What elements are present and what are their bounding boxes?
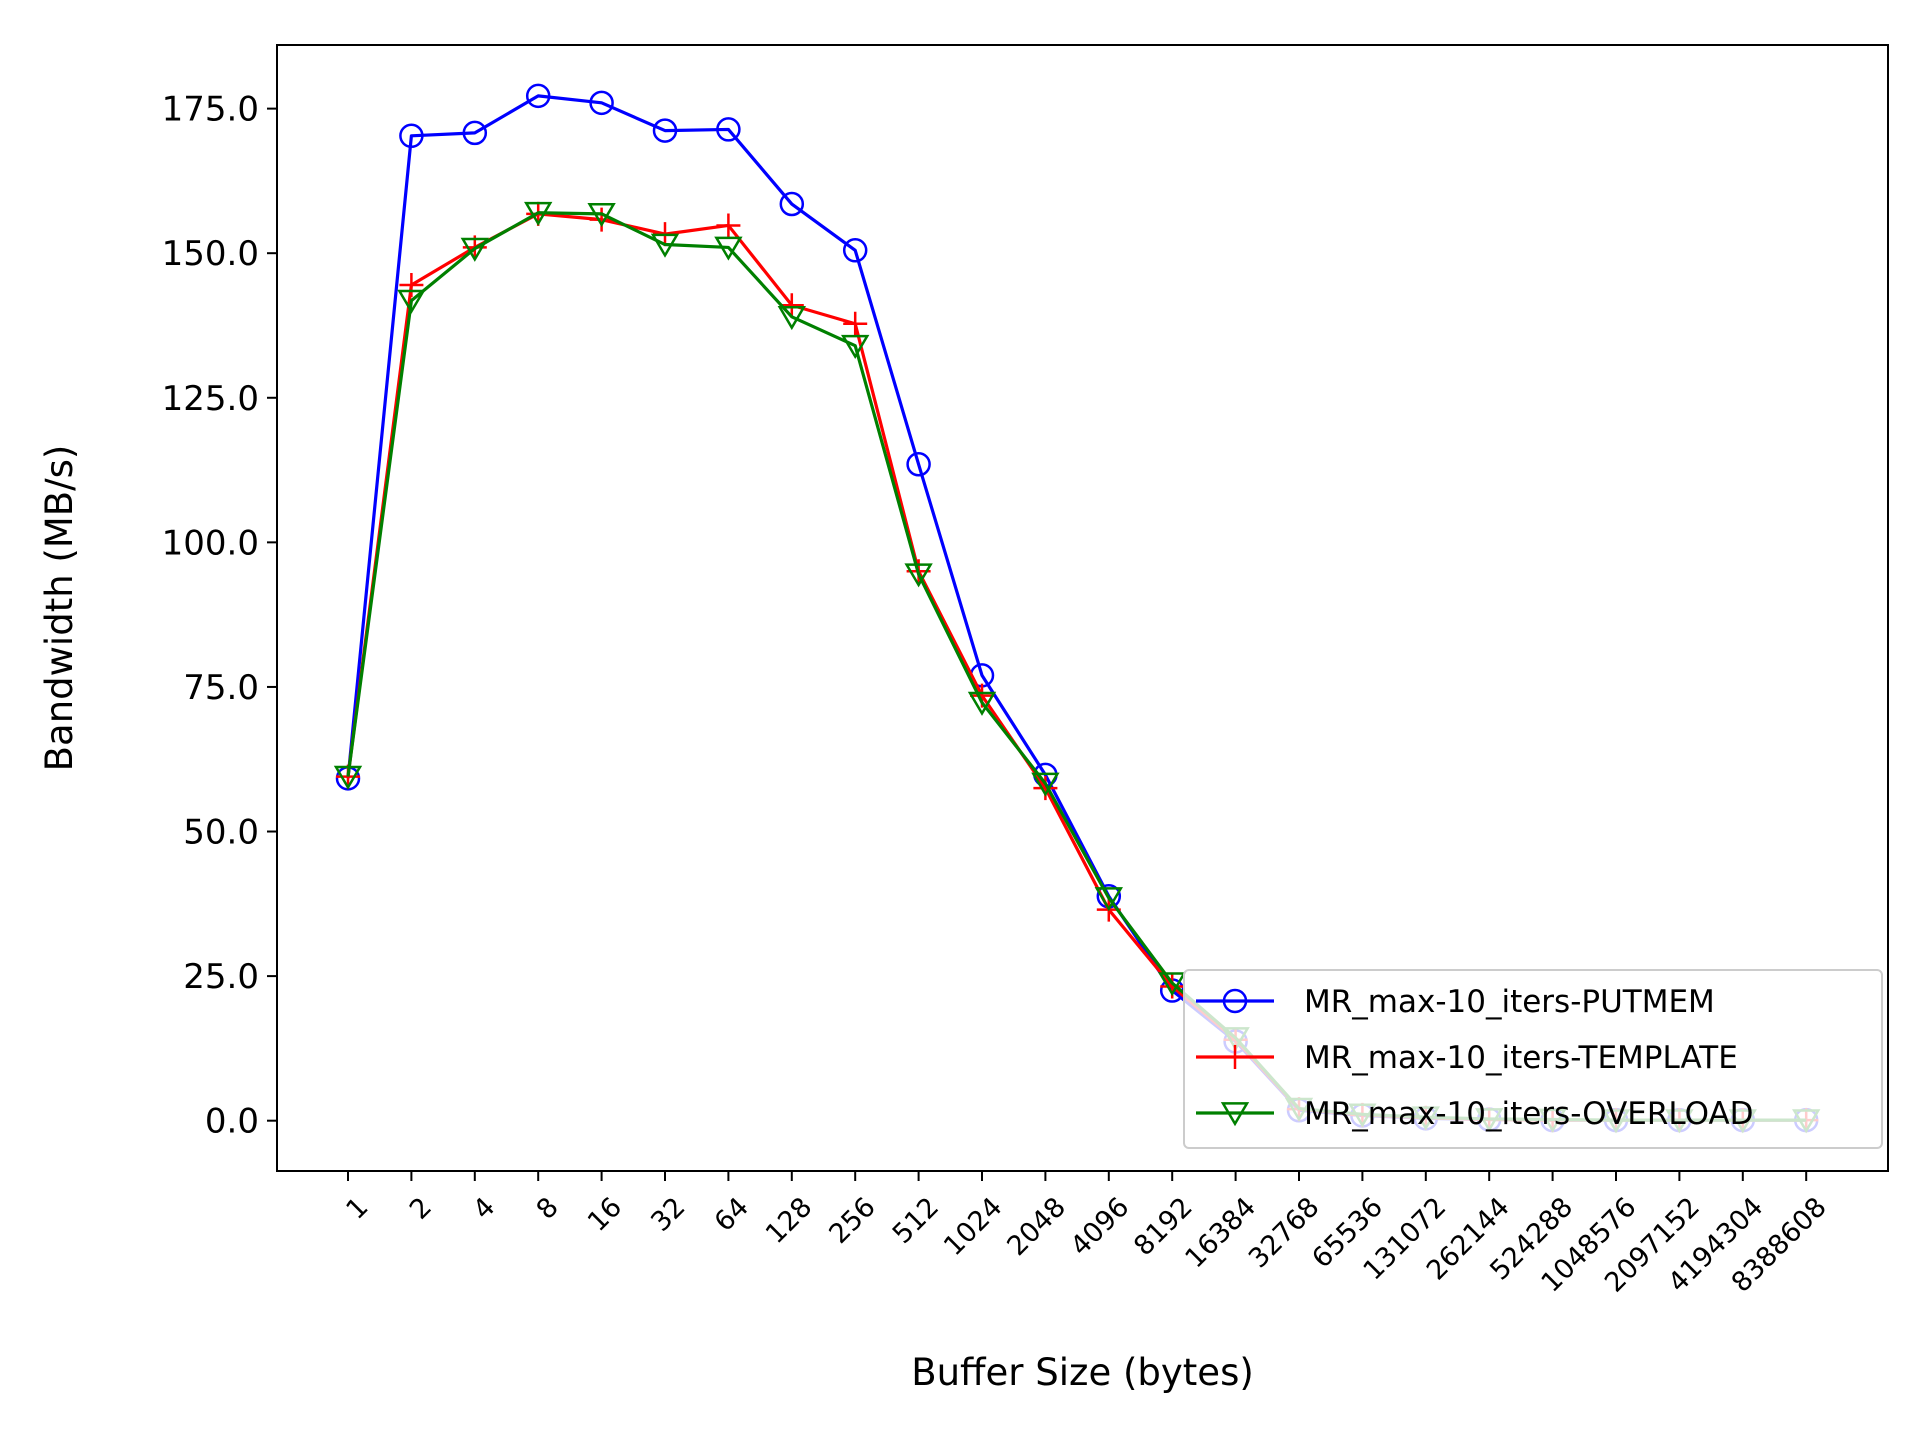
data-point: [841, 334, 870, 359]
y-tick-label: 25.0: [183, 957, 259, 997]
data-point: [904, 563, 933, 588]
legend-label: MR_max-10_iters-OVERLOAD: [1304, 1096, 1754, 1132]
data-point: [1158, 972, 1187, 997]
data-point: [399, 123, 424, 149]
y-tick-label: 75.0: [183, 668, 259, 708]
legend-entry: MR_max-10_iters-TEMPLATE: [1196, 1040, 1738, 1076]
data-point: [462, 120, 488, 146]
y-tick-label: 100.0: [162, 523, 259, 563]
data-point: [1094, 887, 1123, 912]
data-point: [716, 213, 741, 238]
data-point: [1031, 772, 1060, 797]
data-point: [652, 118, 678, 143]
legend-label: MR_max-10_iters-TEMPLATE: [1304, 1040, 1738, 1076]
y-axis: 0.0 25.0 50.0 75.0 100.0 125.0 150.0 175.0: [162, 90, 277, 1142]
data-point: [589, 90, 614, 116]
data-point: [906, 452, 931, 477]
data-point: [397, 289, 426, 314]
legend-swatch-marker: [1220, 1102, 1250, 1127]
data-point: [589, 207, 614, 232]
legend-swatch-marker: [1223, 1045, 1247, 1069]
legend-entry: MR_max-10_iters-PUTMEM: [1196, 984, 1715, 1020]
y-tick-label: 0.0: [205, 1102, 259, 1142]
y-tick-label: 150.0: [162, 234, 259, 274]
data-point: [333, 765, 363, 790]
y-tick-label: 50.0: [183, 813, 259, 853]
y-tick-label: 125.0: [162, 379, 259, 419]
data-point: [587, 203, 616, 228]
data-point: [650, 233, 680, 258]
y-axis-title: Bandwidth (MB/s): [38, 445, 81, 772]
legend-swatch-marker: [1222, 988, 1248, 1014]
data-point: [460, 237, 489, 262]
data-point: [399, 273, 424, 298]
data-point: [843, 311, 868, 336]
data-point: [716, 117, 741, 142]
plot-frame: [276, 44, 1889, 1172]
data-point: [524, 201, 553, 226]
data-point: [779, 293, 804, 318]
data-point: [714, 236, 743, 261]
y-tick-label: 175.0: [162, 90, 259, 130]
data-point: [777, 305, 806, 331]
legend-label: MR_max-10_iters-PUTMEM: [1304, 984, 1715, 1020]
data-point: [779, 191, 805, 217]
x-axis-title: Buffer Size (bytes): [911, 1351, 1254, 1394]
data-point: [842, 238, 868, 263]
legend-entry: MR_max-10_iters-OVERLOAD: [1196, 1096, 1754, 1132]
data-point: [525, 83, 551, 109]
legend-box: [1183, 969, 1883, 1149]
legend: MR_max-10_iters-PUTMEM MR_max-10_iters-TE…: [1183, 969, 1883, 1149]
data-point: [967, 691, 997, 716]
